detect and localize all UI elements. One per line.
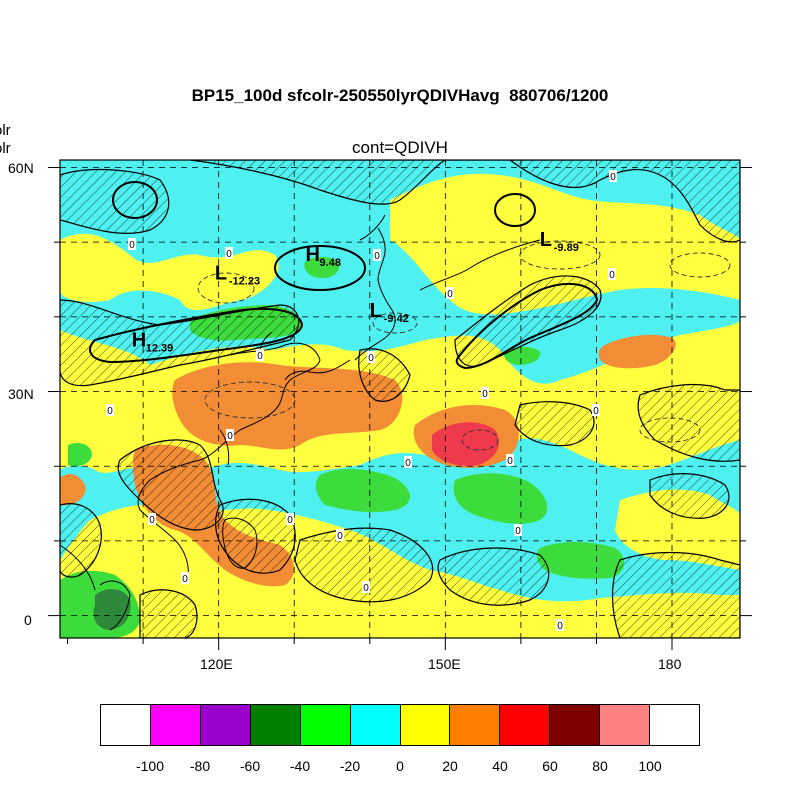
pressure-low-letter: L	[370, 300, 382, 322]
pressure-value: 9.48	[320, 257, 341, 269]
contour-zero-label: 0	[129, 240, 135, 251]
pressure-high-letter: H	[306, 244, 320, 266]
contour-zero-label: 0	[593, 406, 599, 417]
colorbar-label: -80	[189, 758, 211, 774]
colorbar-swatch	[599, 705, 650, 745]
map-title: BP15_100d sfcolr-250550lyrQDIVHavg 88070…	[191, 86, 609, 105]
contour-zero-label: 0	[227, 431, 233, 442]
contour-zero-label: 0	[447, 289, 453, 300]
negative-contours	[197, 240, 731, 451]
pressure-value: -12.23	[229, 276, 260, 288]
lat-label-0: 0	[24, 612, 32, 628]
contour-zero-label: 0	[149, 515, 155, 526]
red-regions	[432, 422, 499, 466]
colorbar-label: -20	[339, 758, 361, 774]
positive-contours	[89, 181, 599, 370]
pressure-value: -9.89	[554, 242, 579, 254]
contour-zero-label: 0	[368, 353, 374, 364]
lon-label-120e: 120E	[200, 656, 233, 672]
contour-label-bg	[362, 581, 370, 593]
contour-zero-label: 0	[337, 531, 343, 542]
contour-zero-label: 0	[482, 389, 488, 400]
colorbar-swatch	[649, 705, 700, 745]
contour-zero-label: 0	[226, 249, 232, 260]
colorbar-label: 60	[542, 758, 558, 774]
contour-zero-label: 0	[557, 621, 563, 632]
colorbar-label: -100	[135, 758, 165, 774]
plot-frame	[59, 159, 741, 639]
contour-label-bg	[506, 454, 514, 466]
contour-label-bg	[367, 351, 375, 363]
contour-label-bg	[106, 404, 114, 416]
lat-label-60n: 60N	[8, 160, 34, 176]
contour-label-bg	[286, 513, 294, 525]
colorbar	[100, 704, 700, 746]
contour-label-bg	[256, 349, 264, 361]
contour-zero-label: 0	[363, 583, 369, 594]
colorbar-label: 100	[638, 758, 662, 774]
lat-label-30n: 30N	[8, 386, 34, 402]
contour-label-bg	[446, 287, 454, 299]
contour-label-bg	[148, 513, 156, 525]
colorbar-label: 0	[396, 758, 404, 774]
lon-label-180: 180	[658, 656, 682, 672]
colorbar-swatch	[249, 705, 300, 745]
colorbar-swatch	[199, 705, 250, 745]
contour-zero-label: 0	[609, 270, 615, 281]
contour-label-bg	[404, 456, 412, 468]
lon-label-150e: 150E	[428, 656, 461, 672]
colorbar-swatch	[499, 705, 550, 745]
colorbar-swatch	[549, 705, 600, 745]
colorbar-swatch	[449, 705, 500, 745]
contour-label-bg	[128, 238, 136, 250]
contour-zero-label: 0	[107, 406, 113, 417]
contour-label-bg	[556, 619, 564, 631]
contour-zero-labels: 0 0 0 0 0 0 0 0 0 0 0 0 0 0 0 0 0 0 0 0 0	[106, 170, 617, 632]
contour-label-bg	[225, 247, 233, 259]
graticule	[60, 160, 740, 638]
axis-ticks	[48, 166, 752, 650]
contour-label-bg	[609, 170, 617, 182]
pressure-low-letter: L	[215, 263, 227, 285]
contour-label-bg	[181, 572, 189, 584]
contour-label-bg	[373, 249, 381, 261]
colorbar-label: -60	[239, 758, 261, 774]
colorbar-swatch	[349, 705, 400, 745]
corner-label-1: olr	[0, 122, 11, 139]
contour-zero-label: 0	[515, 526, 521, 537]
colorbar-label: 40	[492, 758, 508, 774]
pressure-high-letter: H	[132, 330, 146, 352]
contour-label-bg	[608, 268, 616, 280]
colorbar-swatch	[299, 705, 350, 745]
contour-label-bg	[336, 529, 344, 541]
contour-label-bg	[226, 429, 234, 441]
colorbar-labels: -100 -80 -60 -40 -20 0 20 40 60 80 100	[0, 758, 800, 778]
contour-zero-label: 0	[182, 574, 188, 585]
pressure-system-labels: L -12.23H 9.48L -9.42L -9.89H 12.39	[132, 229, 579, 355]
contour-zero-label: 0	[374, 251, 380, 262]
shaded-field	[60, 160, 740, 638]
contour-zero-label: 0	[287, 515, 293, 526]
pressure-low-letter: L	[540, 229, 552, 251]
colorbar-swatch	[399, 705, 450, 745]
colorbar-swatch	[101, 705, 150, 745]
contour-label-bg	[592, 404, 600, 416]
pressure-value: 12.39	[146, 343, 174, 355]
colorbar-label: -40	[289, 758, 311, 774]
contour-zero-label: 0	[405, 458, 411, 469]
pressure-value: -9.42	[384, 313, 409, 325]
colorbar-label: 20	[442, 758, 458, 774]
contour-zero-label: 0	[610, 172, 616, 183]
corner-label-2: olr	[0, 140, 11, 157]
contour-label-bg	[514, 524, 522, 536]
colorbar-swatch	[149, 705, 200, 745]
map-subtitle: cont=QDIVH	[352, 138, 448, 157]
contour-label-bg	[481, 387, 489, 399]
contour-zero-label: 0	[257, 351, 263, 362]
colorbar-label: 80	[592, 758, 608, 774]
contour-zero-label: 0	[507, 456, 513, 467]
